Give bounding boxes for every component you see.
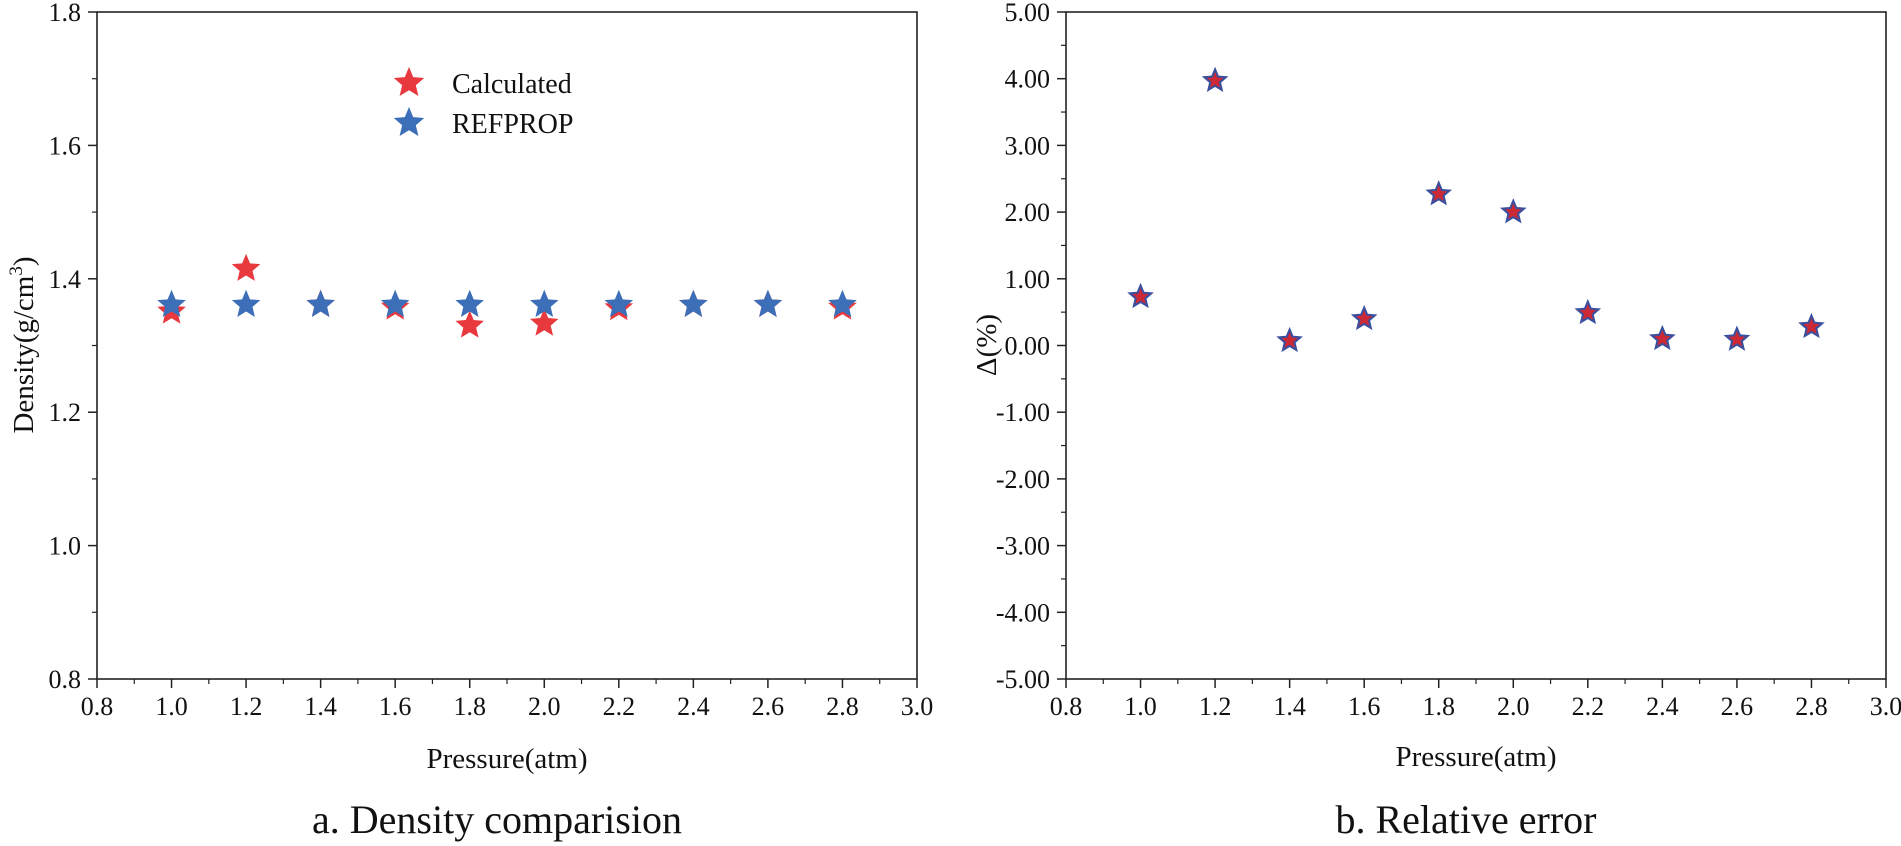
x-tick-label: 2.8	[1795, 692, 1828, 721]
data-point-refprop	[679, 289, 708, 317]
y-tick-label: 1.00	[1005, 265, 1051, 294]
x-tick-label: 2.2	[1572, 692, 1605, 721]
y-tick-label: 1.0	[49, 532, 82, 561]
data-point-refprop	[828, 289, 857, 317]
x-tick-label: 1.2	[1199, 692, 1232, 721]
data-points	[157, 253, 857, 338]
data-point-series-1	[1574, 298, 1602, 325]
y-tick-label: -4.00	[996, 598, 1050, 627]
data-point-series-1	[1798, 312, 1825, 339]
panel-caption: a. Density comparision	[312, 797, 682, 842]
x-tick-label: 2.6	[1721, 692, 1754, 721]
data-point-calculated	[455, 310, 484, 338]
y-tick-label: 1.4	[49, 265, 82, 294]
y-tick-label: 1.6	[49, 131, 82, 160]
x-tick-label: 2.0	[1497, 692, 1530, 721]
y-axis-title: Density(g/cm3)	[6, 256, 40, 433]
y-axis-ticks: 0.8 1.0 1.2 1.4 1.6 1.8	[49, 0, 97, 694]
y-tick-label: 5.00	[1005, 0, 1051, 27]
y-axis-title-main: Density(g/cm	[8, 275, 40, 433]
y-axis-title-end: )	[8, 256, 40, 266]
y-tick-label: -2.00	[996, 465, 1050, 494]
x-tick-label: 2.2	[603, 692, 636, 721]
x-tick-label: 1.6	[1348, 692, 1381, 721]
data-point-series-1	[1201, 66, 1229, 93]
data-point-calculated	[231, 253, 261, 281]
y-tick-label: 4.00	[1005, 65, 1051, 94]
data-point-series-1	[1425, 180, 1453, 206]
x-tick-label: 2.6	[752, 692, 785, 721]
x-tick-label: 2.8	[826, 692, 859, 721]
y-tick-label: 1.2	[49, 398, 82, 427]
data-points	[1127, 66, 1825, 353]
x-axis-ticks: 0.8 1.0 1.2 1.4 1.6 1.8 2.0 2.2 2.4 2.6 2.8 3.0	[81, 679, 934, 721]
data-point-series-1	[1499, 198, 1527, 224]
x-axis-ticks: 0.8 1.0 1.2 1.4 1.6 1.8 2.0 2.2 2.4 2.6 2.8 3.0	[1050, 679, 1901, 721]
data-point-calculated	[530, 308, 559, 336]
data-point-refprop	[530, 289, 559, 317]
x-tick-label: 1.4	[1273, 692, 1306, 721]
x-tick-label: 2.0	[528, 692, 561, 721]
y-axis-title: Δ(%)	[971, 314, 1003, 376]
data-point-series-1	[1127, 282, 1154, 309]
x-tick-label: 1.4	[304, 692, 337, 721]
data-point-refprop	[380, 289, 410, 317]
data-point-refprop	[455, 289, 484, 317]
legend-label-refprop: REFPROP	[452, 109, 573, 140]
data-point-refprop	[231, 289, 261, 317]
y-tick-label: 1.8	[49, 0, 82, 27]
legend: Calculated REFPROP	[393, 67, 573, 140]
x-tick-label: 2.4	[677, 692, 710, 721]
data-point-series-1	[1723, 325, 1751, 351]
x-tick-label: 1.8	[453, 692, 486, 721]
x-axis-title: Pressure(atm)	[426, 743, 587, 775]
y-tick-label: 3.00	[1005, 131, 1051, 160]
y-tick-label: -5.00	[996, 665, 1050, 694]
data-point-refprop	[753, 289, 783, 317]
x-tick-label: 1.8	[1422, 692, 1455, 721]
x-axis-title: Pressure(atm)	[1395, 741, 1556, 773]
y-tick-label: 0.8	[49, 665, 82, 694]
legend-marker-calculated	[393, 67, 425, 96]
x-tick-label: 2.4	[1646, 692, 1679, 721]
data-point-series-1	[1350, 304, 1378, 331]
relative-error-panel: 0.8 1.0 1.2 1.4 1.6 1.8 2.0 2.2 2.4 2.6 2.8 3.0 -5.…	[971, 0, 1901, 842]
data-point-refprop	[604, 289, 634, 317]
density-comparison-panel: 0.8 1.0 1.2 1.4 1.6 1.8 2.0 2.2 2.4 2.6 2.8 3.0 0.8…	[6, 0, 933, 842]
x-tick-label: 1.6	[379, 692, 412, 721]
data-point-refprop	[306, 289, 335, 317]
x-tick-label: 0.8	[81, 692, 114, 721]
y-axis-title-superscript: 3	[6, 266, 27, 276]
y-tick-label: 0.00	[1005, 332, 1051, 361]
y-tick-label: -1.00	[996, 398, 1050, 427]
data-point-series-1	[1649, 324, 1676, 351]
data-point-series-1	[1276, 326, 1303, 353]
plot-frame	[1065, 11, 1887, 680]
y-axis-ticks: -5.00 -4.00 -3.00 -2.00 -1.00 0.00 1.00 2.00 3.0…	[996, 0, 1066, 694]
x-tick-label: 1.0	[155, 692, 188, 721]
data-point-refprop	[157, 289, 186, 317]
x-tick-label: 0.8	[1050, 692, 1083, 721]
x-tick-label: 3.0	[901, 692, 934, 721]
x-tick-label: 1.2	[230, 692, 263, 721]
legend-marker-refprop	[393, 107, 425, 136]
panel-caption: b. Relative error	[1336, 797, 1597, 842]
x-tick-label: 1.0	[1124, 692, 1157, 721]
y-tick-label: -3.00	[996, 532, 1050, 561]
legend-label-calculated: Calculated	[452, 69, 572, 100]
y-tick-label: 2.00	[1005, 198, 1051, 227]
x-tick-label: 3.0	[1870, 692, 1901, 721]
